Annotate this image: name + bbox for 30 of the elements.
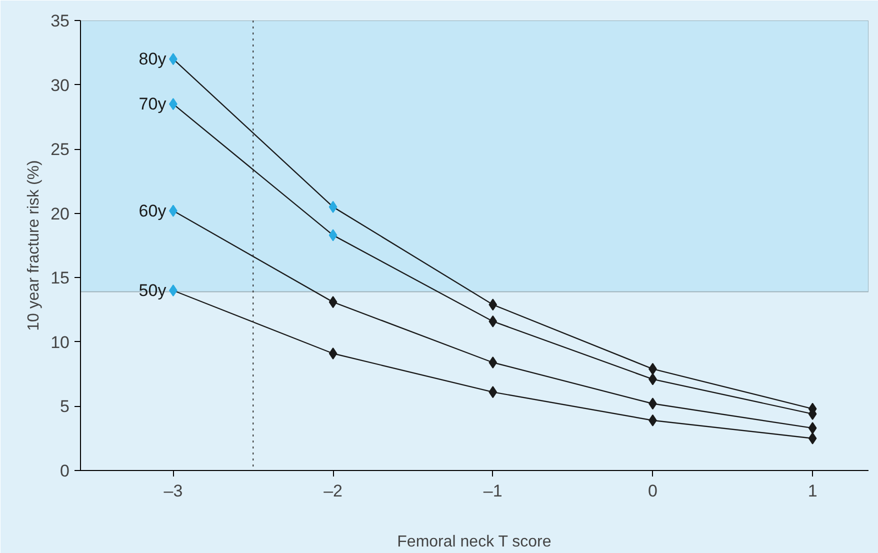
series-label: 50y bbox=[138, 281, 167, 300]
series-label: 60y bbox=[138, 201, 167, 220]
y-tick-label: 35 bbox=[50, 12, 70, 30]
y-tick-label: 10 bbox=[50, 332, 70, 352]
x-tick-label: –1 bbox=[483, 482, 502, 500]
y-axis-title: 10 year fracture risk (%) bbox=[26, 160, 43, 331]
x-tick-label: 0 bbox=[648, 482, 658, 500]
y-tick-label: 25 bbox=[50, 140, 70, 160]
y-tick-label: 0 bbox=[60, 462, 70, 480]
series-label: 70y bbox=[138, 94, 167, 114]
x-tick-label: –3 bbox=[164, 482, 183, 500]
y-tick-label: 30 bbox=[50, 76, 70, 95]
point bbox=[328, 229, 338, 242]
point bbox=[488, 386, 498, 398]
point bbox=[328, 348, 338, 360]
y-tick-label: 15 bbox=[50, 268, 70, 288]
point bbox=[808, 422, 817, 434]
point bbox=[169, 284, 178, 296]
y-tick-label: 20 bbox=[50, 204, 70, 224]
x-tick-label: –2 bbox=[324, 482, 343, 500]
y-tick-label: 5 bbox=[60, 397, 70, 416]
x-axis-title: Femoral neck T score bbox=[397, 534, 552, 550]
point bbox=[488, 315, 498, 328]
series-label: 80y bbox=[138, 50, 167, 69]
point bbox=[328, 296, 338, 308]
point bbox=[328, 200, 338, 213]
x-tick-label: 1 bbox=[808, 482, 818, 500]
point bbox=[488, 356, 498, 368]
point bbox=[808, 432, 817, 444]
point bbox=[488, 298, 498, 311]
